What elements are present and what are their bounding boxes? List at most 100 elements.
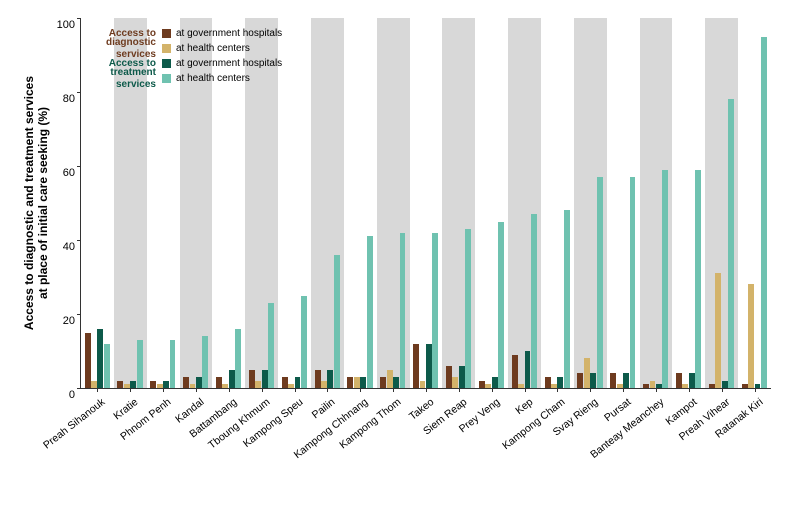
bar xyxy=(97,329,103,388)
bar xyxy=(413,344,419,388)
bar xyxy=(321,381,327,388)
bar xyxy=(695,170,701,388)
bar xyxy=(761,37,767,389)
bar xyxy=(255,381,261,388)
bar xyxy=(360,377,366,388)
bar xyxy=(157,384,163,388)
bar xyxy=(262,370,268,389)
bar xyxy=(650,381,656,388)
legend-swatch xyxy=(162,59,171,68)
y-tick-label: 80 xyxy=(63,93,81,105)
bar xyxy=(347,377,353,388)
bar xyxy=(465,229,471,388)
bar xyxy=(235,329,241,388)
bar xyxy=(315,370,321,389)
x-tick-mark xyxy=(656,388,657,392)
legend-swatch xyxy=(162,44,171,53)
legend-swatch xyxy=(162,29,171,38)
y-tick-mark xyxy=(77,92,81,93)
bar xyxy=(551,384,557,388)
x-tick-mark xyxy=(295,388,296,392)
y-tick-label: 20 xyxy=(63,315,81,327)
x-tick-mark xyxy=(557,388,558,392)
bar xyxy=(584,358,590,388)
legend: Access toat government hospitalsdiagnost… xyxy=(86,26,282,86)
x-tick-mark xyxy=(755,388,756,392)
y-axis-title-line2: at place of initial care seeking (%) xyxy=(36,18,50,388)
bar xyxy=(150,381,156,388)
x-tick-mark xyxy=(689,388,690,392)
x-tick-mark xyxy=(163,388,164,392)
y-axis-title: Access to diagnostic and treatment servi… xyxy=(22,18,50,388)
bar xyxy=(202,336,208,388)
access-services-bar-chart: Access to diagnostic and treatment servi… xyxy=(0,0,787,511)
y-tick-mark xyxy=(77,18,81,19)
x-category-label: Kep xyxy=(513,396,535,417)
x-tick-mark xyxy=(327,388,328,392)
bar xyxy=(617,384,623,388)
bar xyxy=(229,370,235,389)
bar xyxy=(630,177,636,388)
x-tick-mark xyxy=(360,388,361,392)
x-tick-mark xyxy=(196,388,197,392)
bar xyxy=(564,210,570,388)
x-tick-mark xyxy=(459,388,460,392)
bar xyxy=(643,384,649,388)
bar xyxy=(420,381,426,388)
bar xyxy=(393,377,399,388)
x-tick-mark xyxy=(97,388,98,392)
legend-group-title: treatment services xyxy=(110,67,156,90)
x-tick-mark xyxy=(426,388,427,392)
bar xyxy=(446,366,452,388)
y-tick-mark xyxy=(77,166,81,167)
bar xyxy=(367,236,373,388)
bar xyxy=(104,344,110,388)
legend-group-title: diagnostic services xyxy=(106,37,156,60)
bar xyxy=(709,384,715,388)
x-tick-mark xyxy=(590,388,591,392)
bar xyxy=(268,303,274,388)
x-tick-mark xyxy=(262,388,263,392)
bar xyxy=(689,373,695,388)
bar xyxy=(452,377,458,388)
bar xyxy=(137,340,143,388)
bar xyxy=(91,381,97,388)
bar xyxy=(577,373,583,388)
bar xyxy=(380,377,386,388)
bar xyxy=(334,255,340,388)
y-tick-label: 0 xyxy=(69,389,81,401)
y-tick-mark xyxy=(77,314,81,315)
bar xyxy=(190,384,196,388)
legend-item-label: at government hospitals xyxy=(176,28,282,40)
bar xyxy=(518,384,524,388)
bar xyxy=(400,233,406,388)
bar xyxy=(163,381,169,388)
x-tick-mark xyxy=(623,388,624,392)
bar xyxy=(590,373,596,388)
y-tick-mark xyxy=(77,388,81,389)
bar xyxy=(715,273,721,388)
bar xyxy=(301,296,307,389)
bar xyxy=(545,377,551,388)
bar xyxy=(432,233,438,388)
legend-item-label: at government hospitals xyxy=(176,58,282,70)
legend-swatch xyxy=(162,74,171,83)
bar xyxy=(662,170,668,388)
y-tick-label: 100 xyxy=(57,19,81,31)
bar xyxy=(728,99,734,388)
bar xyxy=(479,381,485,388)
bar xyxy=(676,373,682,388)
bar xyxy=(512,355,518,388)
bar xyxy=(531,214,537,388)
bar xyxy=(327,370,333,389)
bar xyxy=(426,344,432,388)
bar xyxy=(85,333,91,389)
bar xyxy=(130,381,136,388)
x-category-label: Preah Sihanouk xyxy=(42,396,108,451)
x-tick-mark xyxy=(722,388,723,392)
y-tick-label: 60 xyxy=(63,167,81,179)
bar xyxy=(557,377,563,388)
x-tick-mark xyxy=(525,388,526,392)
bar xyxy=(525,351,531,388)
x-tick-mark xyxy=(130,388,131,392)
